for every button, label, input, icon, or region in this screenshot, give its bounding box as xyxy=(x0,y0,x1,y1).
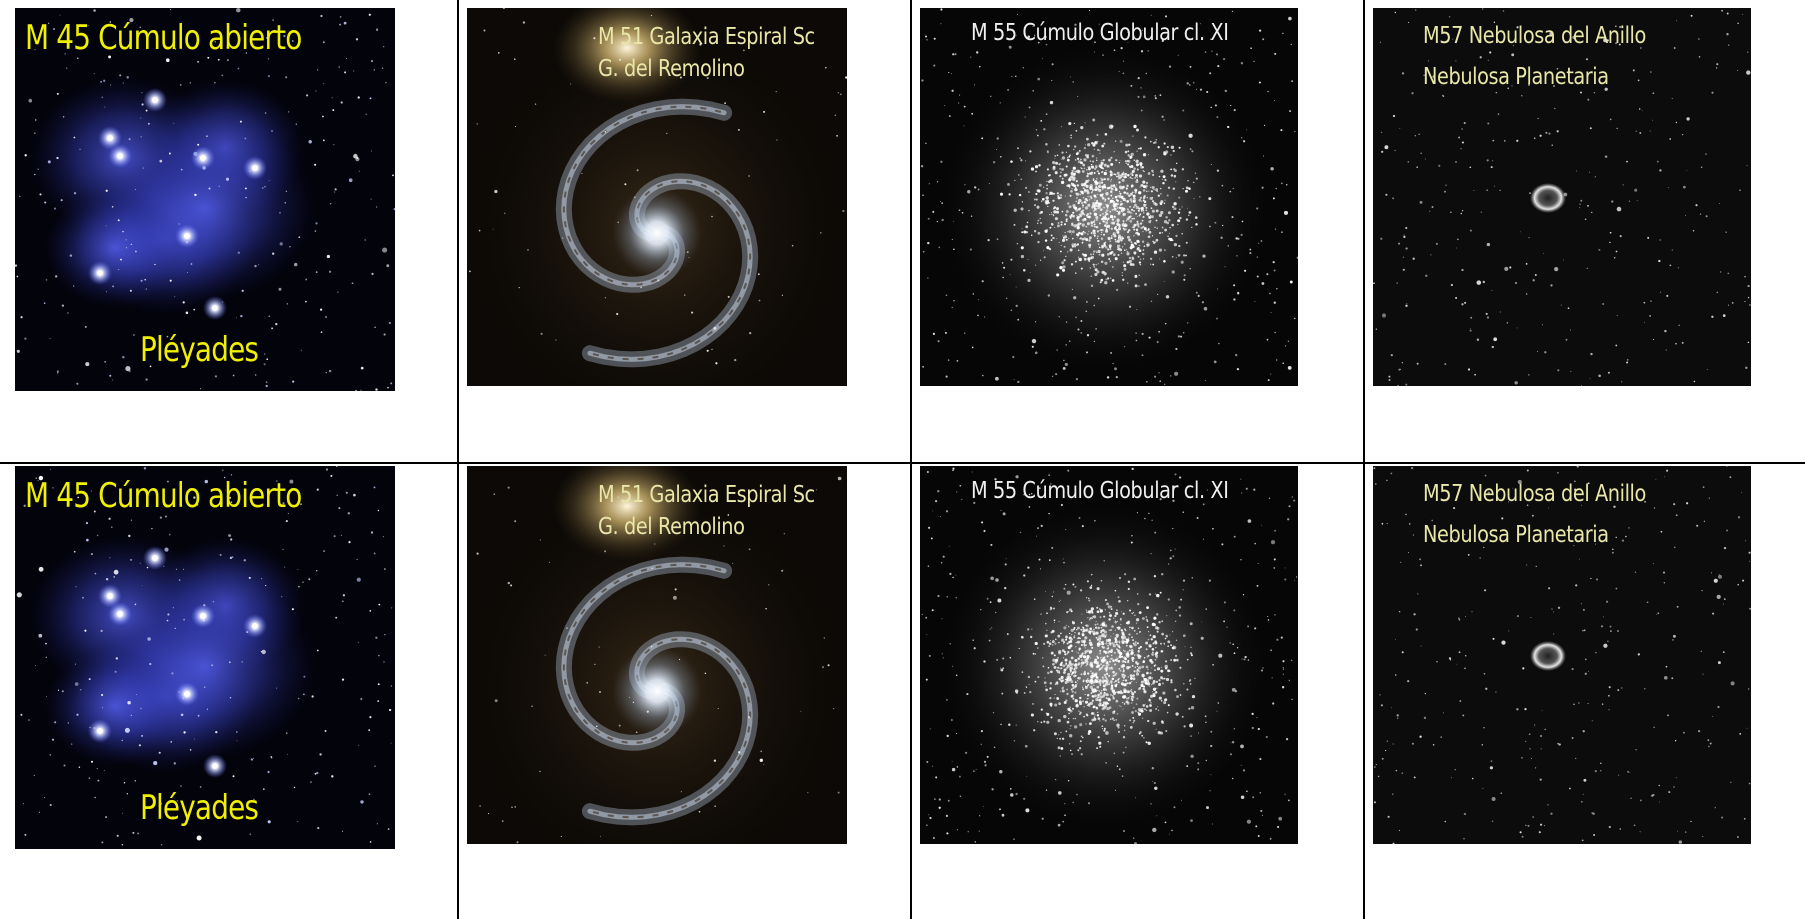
m45-title: M 45 Cúmulo abierto xyxy=(25,18,302,58)
m57-title: M57 Nebulosa del Anillo xyxy=(1423,481,1646,507)
table-divider xyxy=(457,0,459,919)
m55-title: M 55 Cúmulo Globular cl. XI xyxy=(971,478,1229,504)
m45-subtitle: Pléyades xyxy=(140,330,259,370)
m57-subtitle: Nebulosa Planetaria xyxy=(1423,64,1609,90)
m45-pleiades-image: M 45 Cúmulo abierto Pléyades xyxy=(15,466,395,849)
m55-globular-image: M 55 Cúmulo Globular cl. XI xyxy=(920,8,1298,386)
m51-subtitle: G. del Remolino xyxy=(598,56,745,82)
m51-title: M 51 Galaxia Espiral Sc xyxy=(598,482,815,508)
m51-title: M 51 Galaxia Espiral Sc xyxy=(598,24,815,50)
m45-pleiades-image: M 45 Cúmulo abierto Pléyades xyxy=(15,8,395,391)
m51-whirlpool-image: M 51 Galaxia Espiral Sc G. del Remolino xyxy=(467,8,847,386)
table-divider xyxy=(1363,0,1365,919)
m45-subtitle: Pléyades xyxy=(140,788,259,828)
m45-title: M 45 Cúmulo abierto xyxy=(25,476,302,516)
m57-ring-nebula-image: M57 Nebulosa del Anillo Nebulosa Planeta… xyxy=(1373,466,1751,844)
table-divider xyxy=(0,462,1805,464)
m51-subtitle: G. del Remolino xyxy=(598,514,745,540)
m57-ring-nebula-image: M57 Nebulosa del Anillo Nebulosa Planeta… xyxy=(1373,8,1751,386)
m57-subtitle: Nebulosa Planetaria xyxy=(1423,522,1609,548)
m51-whirlpool-image: M 51 Galaxia Espiral Sc G. del Remolino xyxy=(467,466,847,844)
m55-title: M 55 Cúmulo Globular cl. XI xyxy=(971,20,1229,46)
table-divider xyxy=(910,0,912,919)
m57-title: M57 Nebulosa del Anillo xyxy=(1423,23,1646,49)
m55-globular-image: M 55 Cúmulo Globular cl. XI xyxy=(920,466,1298,844)
